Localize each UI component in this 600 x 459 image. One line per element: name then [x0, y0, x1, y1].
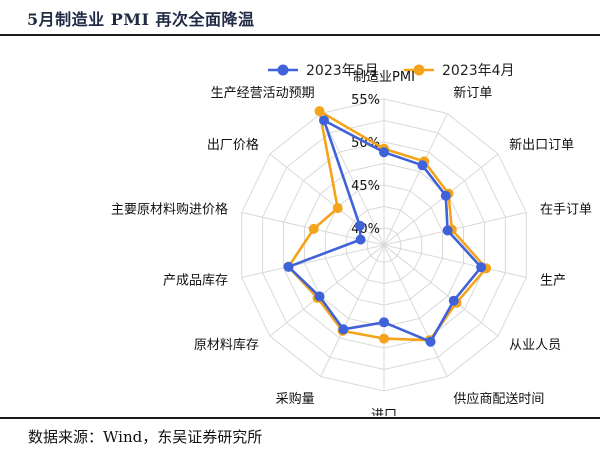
data-point — [417, 160, 428, 171]
radar-chart: 2023年5月 2023年4月 40%45%50%55% 制造业PMI新订单新出口… — [111, 63, 592, 416]
data-point — [355, 234, 366, 245]
radar-grid — [241, 98, 527, 392]
legend-label: 2023年4月 — [442, 63, 515, 79]
data-point — [319, 115, 329, 126]
axis-label: 从业人员 — [509, 338, 561, 353]
data-point — [379, 147, 389, 158]
grid-spoke — [383, 244, 527, 278]
data-point — [283, 261, 294, 272]
grid-spoke — [320, 113, 385, 246]
data-point — [425, 336, 436, 347]
data-point — [442, 225, 453, 236]
grid-spoke — [320, 244, 385, 377]
legend-label: 2023年5月 — [306, 63, 379, 79]
data-point — [338, 324, 349, 335]
data-point — [314, 291, 325, 302]
grid-spoke — [241, 244, 385, 278]
series-april — [283, 106, 492, 346]
data-point — [354, 220, 365, 231]
data-point — [379, 333, 389, 344]
grid-spoke — [269, 244, 385, 337]
data-point — [448, 295, 459, 306]
axis-label: 采购量 — [276, 391, 315, 407]
legend: 2023年5月 2023年4月 — [268, 63, 515, 79]
data-point — [332, 203, 343, 214]
axis-label: 供应商配送时间 — [453, 391, 544, 407]
tick-label: 45% — [351, 179, 380, 194]
grid-spoke — [383, 153, 499, 246]
axis-label: 主要原材料购进价格 — [111, 201, 228, 217]
axis-label: 制造业PMI — [353, 70, 415, 85]
axis-label: 进口 — [371, 408, 397, 416]
axis-label: 生产经营活动预期 — [211, 86, 315, 101]
data-point — [314, 106, 325, 117]
tick-label: 55% — [351, 93, 380, 108]
axis-label: 新订单 — [453, 85, 492, 101]
axis-label: 出厂价格 — [207, 137, 259, 153]
grid-spoke — [383, 244, 448, 377]
axis-label: 新出口订单 — [509, 137, 574, 153]
grid-spoke — [269, 153, 385, 246]
grid-spoke — [383, 113, 448, 246]
series-layer — [283, 106, 492, 347]
top-divider — [0, 34, 600, 36]
series-may — [283, 115, 487, 347]
axis-label: 产成品库存 — [163, 273, 228, 289]
grid-spoke — [383, 244, 499, 337]
bottom-divider — [0, 417, 600, 419]
legend-marker — [277, 64, 289, 76]
data-point — [308, 223, 319, 234]
source-note: 数据来源：Wind，东吴证券研究所 — [28, 428, 263, 446]
legend-marker — [413, 64, 425, 76]
data-point — [476, 262, 487, 273]
axis-label: 在手订单 — [540, 202, 592, 217]
page-title: 5月制造业 PMI 再次全面降温 — [27, 10, 255, 29]
data-point — [379, 317, 389, 328]
axis-label: 原材料库存 — [194, 337, 259, 353]
data-point — [440, 190, 451, 201]
axis-label: 生产 — [540, 274, 566, 289]
